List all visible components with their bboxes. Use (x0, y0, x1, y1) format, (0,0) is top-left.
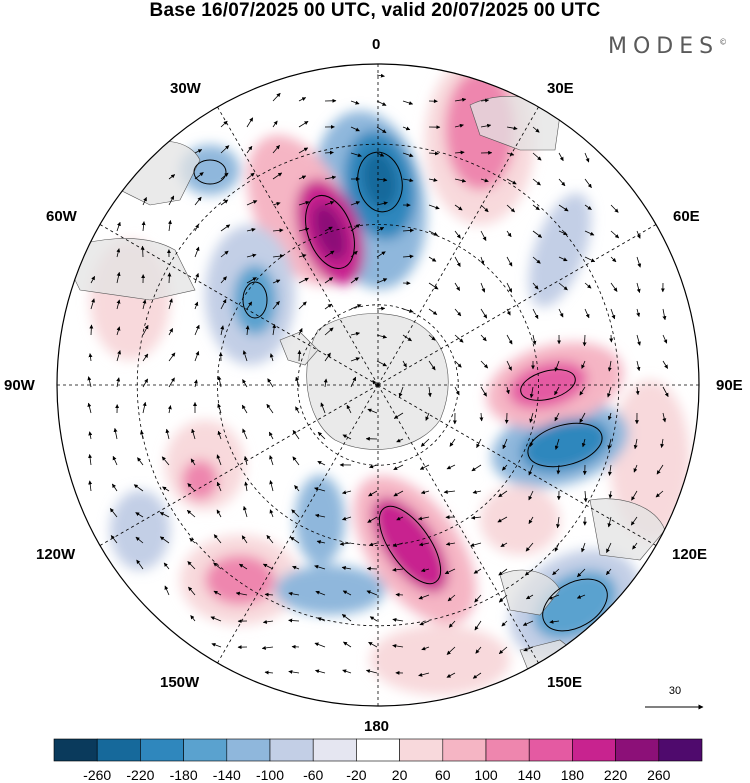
label-60e: 60E (673, 208, 700, 225)
anomaly-blob (205, 555, 275, 605)
anomaly-blob (480, 485, 560, 555)
anomaly-blob (361, 150, 399, 210)
colorbar-swatch (572, 738, 616, 762)
colorbar-tick-label: -260 (83, 767, 111, 783)
colorbar-swatch (140, 738, 184, 762)
colorbar-swatch (96, 738, 141, 762)
colorbar-tick-label: -140 (213, 767, 241, 783)
colorbar: -260 -220 -180 -140 -100 -60 -20 20 60 100 140 180 2… (53, 738, 703, 783)
colorbar-tick-label: 220 (604, 767, 628, 783)
colorbar-swatch (226, 738, 271, 762)
colorbar-tick-label: -100 (256, 767, 284, 783)
anomaly-blob (370, 625, 510, 695)
colorbar-tick-label: 140 (518, 767, 542, 783)
anomaly-blob (233, 265, 277, 335)
map-border (56, 63, 700, 707)
colorbar-swatch (269, 738, 314, 762)
label-30w: 30W (170, 80, 201, 97)
landmass (499, 569, 561, 616)
label-120e: 120E (672, 546, 708, 563)
colorbar-swatch (485, 738, 530, 762)
label-0: 0 (372, 36, 381, 53)
wind-vectors (87, 73, 669, 679)
colorbar-tick-label: 20 (392, 767, 408, 783)
modes-logo: MODES© (608, 34, 728, 59)
colorbar-swatch (53, 738, 98, 762)
reference-vector: 30 (645, 685, 704, 710)
label-90w: 90W (4, 377, 35, 394)
colorbar-swatch (442, 738, 487, 762)
map-disk (57, 64, 699, 706)
label-150w: 150W (160, 674, 200, 691)
colorbar-tick-label: -220 (126, 767, 154, 783)
label-30e: 30E (547, 80, 574, 97)
label-180: 180 (364, 718, 390, 735)
colorbar-tick-label: 180 (561, 767, 585, 783)
colorbar-swatch (658, 738, 703, 762)
anomaly-blob (182, 460, 218, 500)
contour-lines (193, 151, 608, 632)
colorbar-tick-label: -20 (346, 767, 366, 783)
colorbar-tick-label: 100 (474, 767, 498, 783)
label-90e: 90E (716, 377, 743, 394)
colorbar-swatch (312, 738, 357, 762)
anomaly-blob (275, 565, 385, 615)
anomaly-blob (295, 475, 345, 565)
colorbar-swatch (356, 738, 400, 762)
label-150e: 150E (547, 674, 583, 691)
polar-map: 30 (56, 63, 704, 710)
anomaly-blob (528, 192, 592, 308)
colorbar-tick-label: 260 (647, 767, 671, 783)
anomaly-fields (90, 64, 690, 695)
colorbar-swatch (528, 738, 573, 762)
graticule (57, 64, 699, 706)
anomaly-blob (610, 380, 690, 540)
colorbar-swatch (399, 738, 444, 762)
map-title: Base 16/07/2025 00 UTC, valid 20/07/2025… (149, 0, 601, 21)
label-120w: 120W (36, 546, 76, 563)
colorbar-swatch (183, 738, 228, 762)
label-60w: 60W (46, 208, 77, 225)
colorbar-tick-label: -60 (303, 767, 323, 783)
colorbar-tick-label: 60 (435, 767, 451, 783)
anomaly-blob (521, 418, 609, 472)
landmass (279, 331, 319, 366)
anomaly-blob (110, 490, 170, 570)
anomaly-blob (312, 203, 348, 261)
svg-text:30: 30 (669, 685, 681, 697)
colorbar-tick-label: -180 (170, 767, 198, 783)
landmass (306, 313, 449, 450)
colorbar-swatch (615, 738, 660, 762)
